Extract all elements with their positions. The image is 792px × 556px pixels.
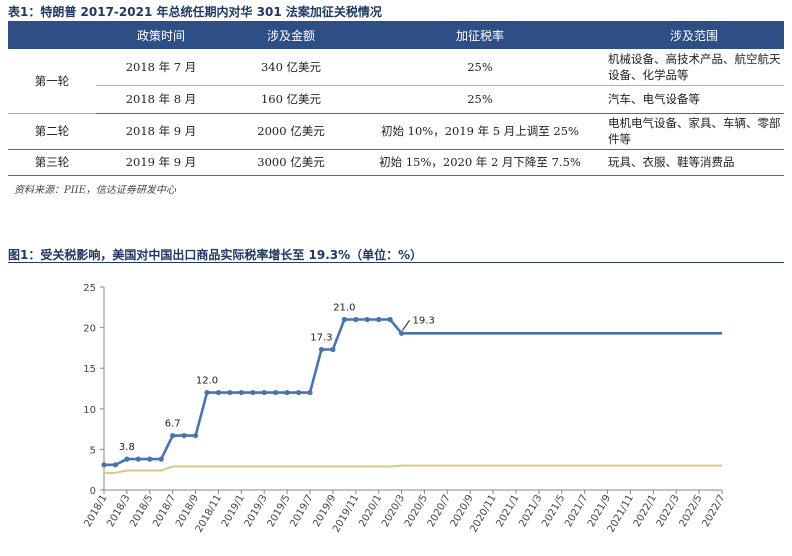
table-row: 第三轮 2019 年 9 月 3000 亿美元 初始 15%，2020 年 2 … <box>8 149 784 176</box>
table-row: 第一轮 2018 年 7 月 340 亿美元 25% 机械设备、高技术产品、航空… <box>8 49 784 114</box>
header-scope: 涉及范围 <box>604 21 784 49</box>
data-point-marker <box>147 456 153 462</box>
header-tariff-rate: 加征税率 <box>356 21 604 49</box>
data-point-marker <box>353 316 359 323</box>
data-point-marker <box>250 389 256 396</box>
figure-title-rule <box>8 262 784 263</box>
y-tick-label: 15 <box>83 364 96 375</box>
data-point-marker <box>238 389 244 396</box>
tariff-rate-line-chart: 05101520252018/12018/32018/52018/72018/9… <box>82 283 727 534</box>
scope-cell: 玩具、衣服、鞋等消费品 <box>604 149 784 176</box>
rate-cell: 初始 15%，2020 年 2 月下降至 7.5% <box>356 149 604 176</box>
policy-time-cell: 2019 年 9 月 <box>96 149 226 176</box>
round-label: 第三轮 <box>8 149 96 176</box>
data-point-marker <box>135 456 141 462</box>
data-point-marker <box>387 316 393 323</box>
data-point-marker <box>124 456 130 462</box>
series-line-2 <box>104 464 722 474</box>
data-point-marker <box>318 346 325 353</box>
table-row: 第二轮 2018 年 9 月 2000 亿美元 初始 10%，2019 年 5 … <box>8 113 784 150</box>
data-point-marker <box>273 389 279 396</box>
rate-cell: 25% <box>356 85 604 114</box>
data-point-marker <box>307 389 313 396</box>
data-point-marker <box>398 330 405 336</box>
data-point-marker <box>112 462 119 468</box>
amount-cell: 340 亿美元 <box>226 49 356 86</box>
series-line-1 <box>104 318 722 467</box>
table-row: 2018 年 8 月 160 亿美元 25% 汽车、电气设备等 <box>8 85 784 114</box>
rate-cell: 初始 10%，2019 年 5 月上调至 25% <box>356 113 604 150</box>
data-point-marker <box>101 462 107 468</box>
data-point-marker <box>364 316 370 323</box>
header-round <box>8 21 96 49</box>
y-tick-label: 25 <box>83 283 96 294</box>
header-policy-time: 政策时间 <box>96 21 226 49</box>
data-point-marker <box>295 389 302 396</box>
y-tick-label: 5 <box>90 445 96 456</box>
data-label: 19.3 <box>413 315 435 326</box>
scope-cell: 电机电气设备、家具、车辆、零部件等 <box>604 113 784 150</box>
data-label: 12.0 <box>196 376 218 387</box>
amount-cell: 2000 亿美元 <box>226 113 356 150</box>
y-tick-label: 0 <box>90 486 96 497</box>
round-label: 第一轮 <box>8 49 96 114</box>
data-label-leader <box>402 319 410 331</box>
tariff-table: 政策时间 涉及金额 加征税率 涉及范围 第一轮 2018 年 7 月 340 亿… <box>8 21 784 176</box>
rate-cell: 25% <box>356 49 604 86</box>
data-label: 21.0 <box>333 302 355 313</box>
data-point-marker <box>170 432 176 439</box>
scope-cell: 机械设备、高技术产品、航空航天设备、化学品等 <box>604 49 784 86</box>
round-label: 第二轮 <box>8 113 96 150</box>
amount-cell: 3000 亿美元 <box>226 149 356 176</box>
data-point-marker <box>376 316 382 323</box>
y-tick-label: 10 <box>83 405 96 416</box>
data-point-marker <box>181 432 187 439</box>
data-point-marker <box>284 389 290 396</box>
policy-time-cell: 2018 年 8 月 <box>96 85 226 114</box>
data-label: 17.3 <box>310 333 332 344</box>
data-point-marker <box>192 432 199 439</box>
table-header-row: 政策时间 涉及金额 加征税率 涉及范围 <box>8 21 784 49</box>
data-label: 3.8 <box>119 442 135 453</box>
policy-time-cell: 2018 年 7 月 <box>96 49 226 86</box>
data-point-marker <box>215 389 222 396</box>
table-source-note: 资料来源：PIIE，信达证券研发中心 <box>14 185 176 196</box>
table-title: 表1：特朗普 2017-2021 年总统任期内对华 301 法案加征关税情况 <box>8 5 382 19</box>
header-amount: 涉及金额 <box>226 21 356 49</box>
scope-cell: 汽车、电气设备等 <box>604 85 784 114</box>
data-point-marker <box>261 389 267 396</box>
data-point-marker <box>204 389 210 396</box>
data-label: 6.7 <box>165 419 181 430</box>
data-point-marker <box>158 456 164 462</box>
amount-cell: 160 亿美元 <box>226 85 356 114</box>
y-tick-label: 20 <box>83 324 96 335</box>
data-point-marker <box>330 346 336 353</box>
figure-title: 图1：受关税影响，美国对中国出口商品实际税率增长至 19.3%（单位：%） <box>8 248 423 262</box>
policy-time-cell: 2018 年 9 月 <box>96 113 226 150</box>
data-point-marker <box>227 389 233 396</box>
data-point-marker <box>341 316 347 323</box>
